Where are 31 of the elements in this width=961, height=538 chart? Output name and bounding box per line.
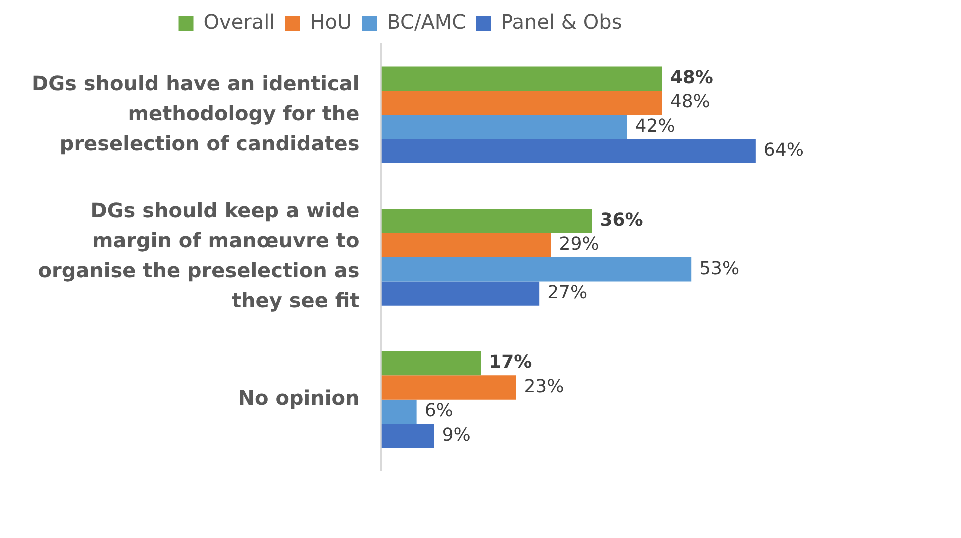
- data-label: 53%: [700, 258, 740, 280]
- bar: [382, 424, 434, 448]
- y-tick-label: DGs should keep a wide margin of manœuvre to organise the preselection as they see fit: [38, 198, 360, 313]
- bar: [382, 400, 417, 424]
- data-label: 6%: [424, 400, 454, 422]
- bar: [382, 233, 552, 258]
- data-label: 48%: [670, 92, 710, 113]
- legend-label: Overall: [204, 10, 276, 34]
- data-label: 29%: [559, 234, 600, 256]
- data-label: 17%: [489, 352, 532, 374]
- bar: [382, 209, 592, 234]
- y-tick-label: DGs should have an identical methodology for the preselection of candidates: [32, 71, 360, 156]
- bar: [382, 282, 540, 306]
- bar: [382, 258, 692, 282]
- legend-label: Panel & Obs: [501, 10, 622, 34]
- data-label: 42%: [635, 116, 676, 137]
- data-label: 64%: [764, 140, 804, 162]
- data-label: 27%: [548, 282, 588, 304]
- bar: [382, 376, 516, 400]
- data-label: 23%: [524, 376, 564, 398]
- data-label: 48%: [670, 68, 714, 89]
- bar: [382, 351, 482, 376]
- bar: [382, 90, 662, 116]
- legend-label: HoU: [310, 10, 352, 34]
- bar: [382, 139, 756, 164]
- data-label: 36%: [600, 210, 644, 231]
- legend-label: BC/AMC: [387, 10, 466, 34]
- bar: [382, 66, 662, 91]
- bar: [382, 115, 628, 140]
- y-tick-label: No opinion: [238, 386, 360, 410]
- data-label: 9%: [442, 424, 471, 446]
